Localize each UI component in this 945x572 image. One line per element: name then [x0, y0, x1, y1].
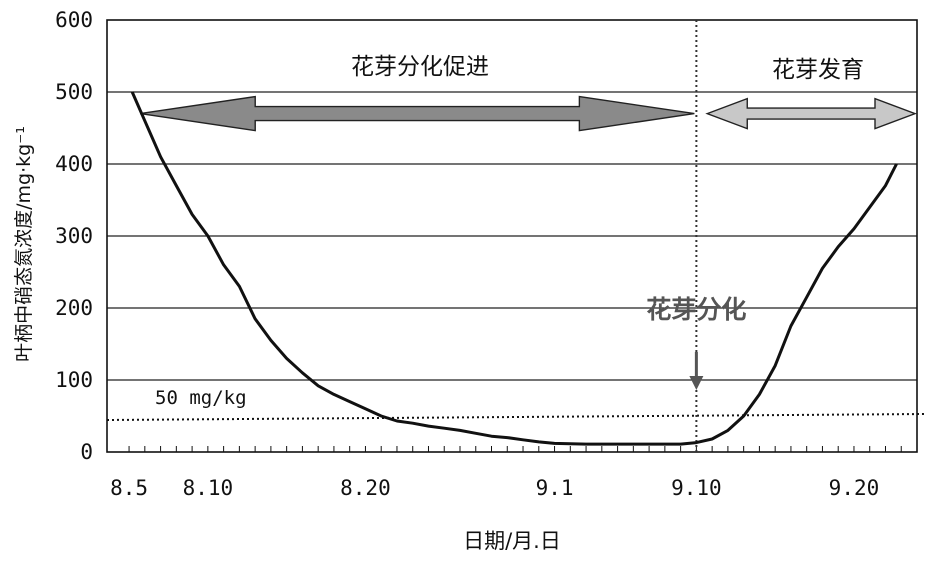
y-axis-label: 叶柄中硝态氮浓度/mg·kg⁻¹: [13, 126, 35, 362]
reference-line-label: 50 mg/kg: [155, 387, 247, 409]
x-tick-label: 9.20: [829, 476, 880, 500]
y-tick-labels: 0 100 200 300 400 500 600: [55, 8, 93, 464]
x-minor-ticks: [128, 446, 902, 452]
x-tick-label: 8.20: [340, 476, 391, 500]
phase-label-promote: 花芽分化促进: [351, 54, 489, 80]
y-tick-label-400: 400: [55, 152, 93, 176]
reference-line: [106, 413, 926, 421]
y-tick-label-300: 300: [55, 224, 93, 248]
y-tick-label-200: 200: [55, 296, 93, 320]
y-tick-label-100: 100: [55, 368, 93, 392]
phase-arrow-promote: [140, 95, 695, 132]
phase-marker-label: 花芽分化: [646, 295, 746, 324]
y-tick-label-600: 600: [55, 8, 93, 32]
x-tick-label: 8.10: [183, 476, 234, 500]
reference-line-group: 50 mg/kg: [106, 387, 926, 421]
x-tick-label: 8.5: [110, 476, 148, 500]
series-layer: [130, 91, 898, 446]
x-tick-label: 9.10: [671, 476, 722, 500]
gridlines: [107, 91, 917, 381]
phase-label-develop: 花芽发育: [772, 57, 864, 83]
y-tick-label-0: 0: [80, 440, 93, 464]
series-line-nitrate: [130, 91, 898, 446]
phase-marker-arrow-head: [689, 376, 704, 390]
x-axis-label: 日期/月.日: [463, 529, 561, 553]
x-tick-label: 9.1: [536, 476, 574, 500]
plot-area: [106, 19, 918, 453]
x-tick-labels: 8.5 8.10 8.20 9.1 9.10 9.20: [110, 476, 879, 500]
phase-arrow-develop: [705, 97, 917, 130]
y-tick-label-500: 500: [55, 80, 93, 104]
